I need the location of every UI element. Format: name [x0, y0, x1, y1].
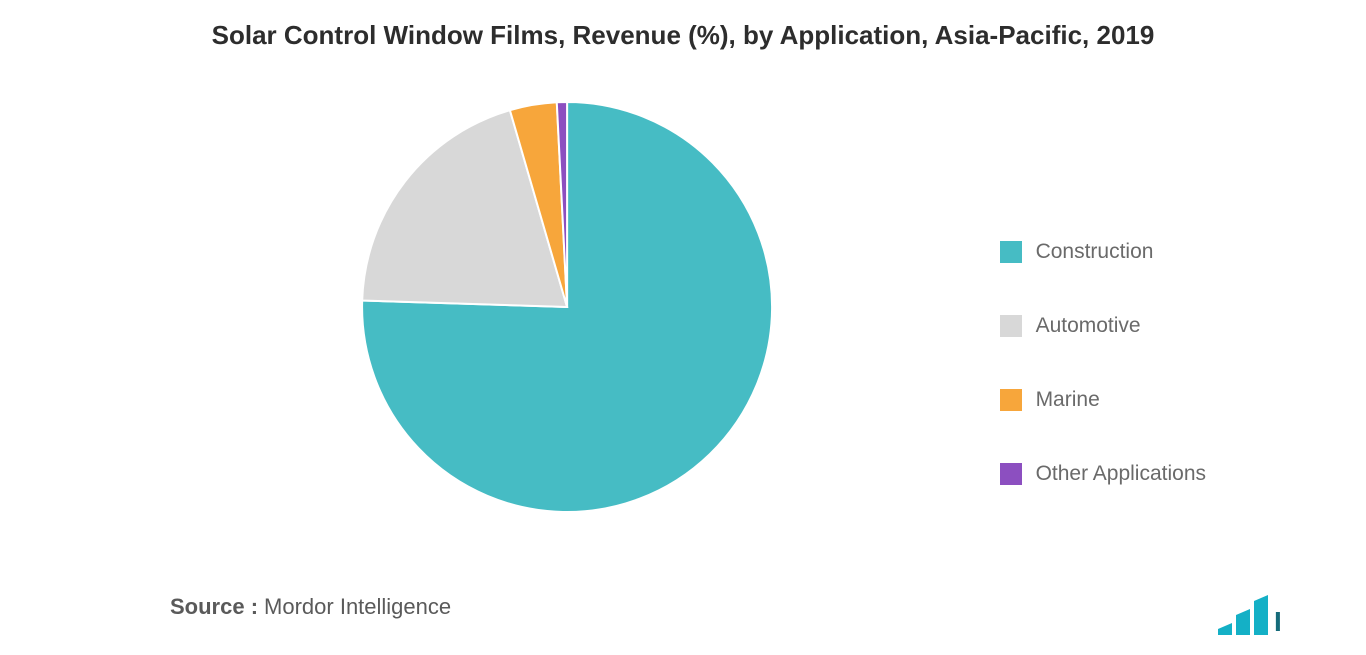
- source-value: Mordor Intelligence: [264, 594, 451, 620]
- legend-item-marine: Marine: [1000, 388, 1206, 412]
- chart-container: Solar Control Window Films, Revenue (%),…: [0, 0, 1366, 655]
- legend-swatch: [1000, 463, 1022, 485]
- legend-label: Construction: [1036, 240, 1154, 264]
- source-footer: Source : Mordor Intelligence: [170, 594, 451, 620]
- legend-label: Automotive: [1036, 314, 1141, 338]
- legend-label: Marine: [1036, 388, 1100, 412]
- legend-label: Other Applications: [1036, 462, 1206, 486]
- legend-swatch: [1000, 389, 1022, 411]
- source-label: Source :: [170, 594, 258, 620]
- legend-item-other-applications: Other Applications: [1000, 462, 1206, 486]
- svg-text:I: I: [1274, 606, 1282, 635]
- legend-item-construction: Construction: [1000, 240, 1206, 264]
- legend-swatch: [1000, 315, 1022, 337]
- pie-area: Construction Automotive Marine Other Applic…: [0, 100, 1366, 540]
- legend-swatch: [1000, 241, 1022, 263]
- legend-item-automotive: Automotive: [1000, 314, 1206, 338]
- legend: Construction Automotive Marine Other Applic…: [1000, 240, 1206, 486]
- chart-title: Solar Control Window Films, Revenue (%),…: [0, 20, 1366, 51]
- pie-chart: [360, 100, 774, 514]
- brand-logo: I: [1218, 585, 1306, 635]
